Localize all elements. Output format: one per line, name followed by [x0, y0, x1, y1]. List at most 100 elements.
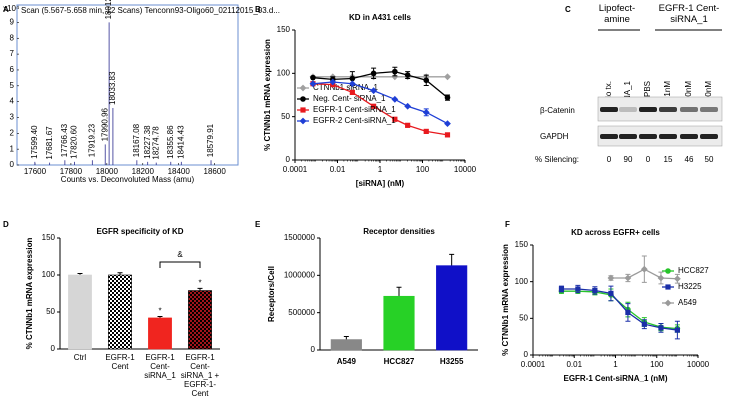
point	[391, 95, 399, 103]
peak-label: 18167.08	[132, 123, 141, 157]
bar	[68, 274, 92, 350]
y-tick-label: 4	[10, 97, 15, 106]
series-line	[312, 81, 448, 125]
bar	[330, 339, 362, 351]
chart-title: Scan (5.567-5.658 min, 12 Scans) Tenconn…	[21, 6, 280, 15]
point	[404, 72, 411, 78]
peak-label: 18033.83	[108, 71, 117, 105]
peak-label: 17820.60	[70, 125, 79, 159]
lane-label: PBS	[643, 81, 652, 97]
bar	[188, 290, 212, 350]
point	[625, 309, 631, 316]
lane-label: No tx.	[604, 81, 613, 102]
point	[657, 274, 665, 282]
y-axis-label: Receptors/Cell	[267, 266, 276, 322]
y-tick-label: 50	[519, 313, 528, 322]
peak-label: 18227.38	[143, 125, 152, 159]
y-tick-label: 0	[10, 160, 15, 169]
silencing-value: 15	[664, 155, 673, 164]
peak-label: 18274.78	[151, 126, 160, 160]
y-tick-label: 0	[51, 344, 56, 353]
x-tick-label: H3255	[440, 357, 464, 366]
legend-label: A549	[678, 298, 697, 307]
bar	[148, 317, 172, 350]
y-axis-label: % CTNNb1 mRNA expression	[501, 244, 510, 356]
x-tick-label: 18400	[168, 167, 191, 176]
peak-label: 17990.96	[100, 107, 109, 141]
point	[673, 275, 681, 283]
y-multiplier: x10⁴	[3, 4, 20, 13]
point	[558, 286, 565, 292]
annotation: *	[158, 307, 161, 316]
x-tick-label: EGFR-1 Cent	[105, 353, 135, 371]
chart-title: Receptor densities	[363, 227, 435, 236]
band	[680, 107, 698, 112]
panel-letter: E	[255, 220, 261, 229]
x-tick-label: 18200	[132, 167, 155, 176]
x-tick-label: 0.01	[566, 360, 582, 369]
point	[658, 325, 664, 331]
x-tick-label: EGFR-1 Cent-siRNA_1	[144, 353, 176, 380]
point	[422, 108, 430, 116]
point	[329, 78, 337, 86]
row-label: % Silencing:	[535, 155, 579, 164]
legend-label: EGFR-1 Cent-siRNA_1	[313, 105, 396, 114]
band	[600, 107, 618, 112]
x-tick-label: Ctrl	[73, 353, 87, 362]
point	[370, 87, 378, 95]
point	[607, 274, 615, 282]
x-tick-label: 18600	[204, 167, 227, 176]
y-tick-label: 3	[10, 113, 15, 122]
y-tick-label: 150	[515, 240, 529, 249]
y-tick-label: 0	[524, 350, 529, 359]
x-tick-label: HCC827	[384, 357, 415, 366]
point	[391, 73, 399, 81]
panel-letter: F	[505, 220, 510, 229]
point	[348, 80, 356, 88]
y-tick-label: 100	[277, 68, 291, 77]
x-tick-label: 1	[613, 360, 618, 369]
point	[444, 120, 451, 127]
legend-marker	[300, 96, 306, 102]
legend-label: EGFR-2 Cent-siRNA_1	[313, 116, 396, 125]
y-tick-label: 9	[10, 18, 15, 27]
series-line	[312, 70, 448, 99]
point	[624, 274, 632, 282]
legend-marker	[299, 84, 307, 92]
band	[659, 107, 677, 112]
bar	[108, 274, 132, 350]
panel-letter: D	[3, 220, 9, 229]
y-tick-label: 0	[311, 345, 316, 354]
x-tick-label: 0.0001	[283, 165, 308, 174]
legend-marker	[665, 268, 671, 274]
x-axis-label: Counts vs. Deconvoluted Mass (amu)	[61, 175, 195, 184]
y-tick-label: 5	[10, 81, 15, 90]
peak-label: 17681.67	[45, 126, 54, 160]
silencing-value: 0	[646, 155, 651, 164]
band	[659, 134, 677, 139]
band	[700, 107, 718, 112]
bar	[436, 265, 468, 351]
row-label: GAPDH	[540, 132, 569, 141]
group-label: EGFR-1 Cent-siRNA_1	[658, 3, 720, 25]
legend-label: H3225	[678, 282, 702, 291]
group-label: Lipofect-amine	[598, 3, 636, 25]
x-axis-label: [siRNA] (nM)	[356, 179, 405, 188]
point	[404, 102, 412, 110]
annotation: &	[177, 250, 183, 259]
chart-title: EGFR specificity of KD	[96, 227, 183, 236]
annotation: *	[198, 278, 201, 287]
x-axis-label: EGFR-1 Cent-siRNA_1 (nM)	[563, 374, 667, 383]
y-tick-label: 150	[42, 233, 56, 242]
band	[680, 134, 698, 139]
band	[619, 134, 637, 139]
y-tick-label: 100	[42, 270, 56, 279]
y-axis-label: % CTNNb1 mRNA expression	[263, 39, 272, 151]
legend-marker	[299, 117, 307, 125]
panel-letter: C	[565, 5, 571, 14]
point	[310, 74, 316, 81]
point	[392, 116, 398, 122]
chart-title: KD in A431 cells	[349, 13, 412, 22]
legend-label: HCC827	[678, 266, 709, 275]
